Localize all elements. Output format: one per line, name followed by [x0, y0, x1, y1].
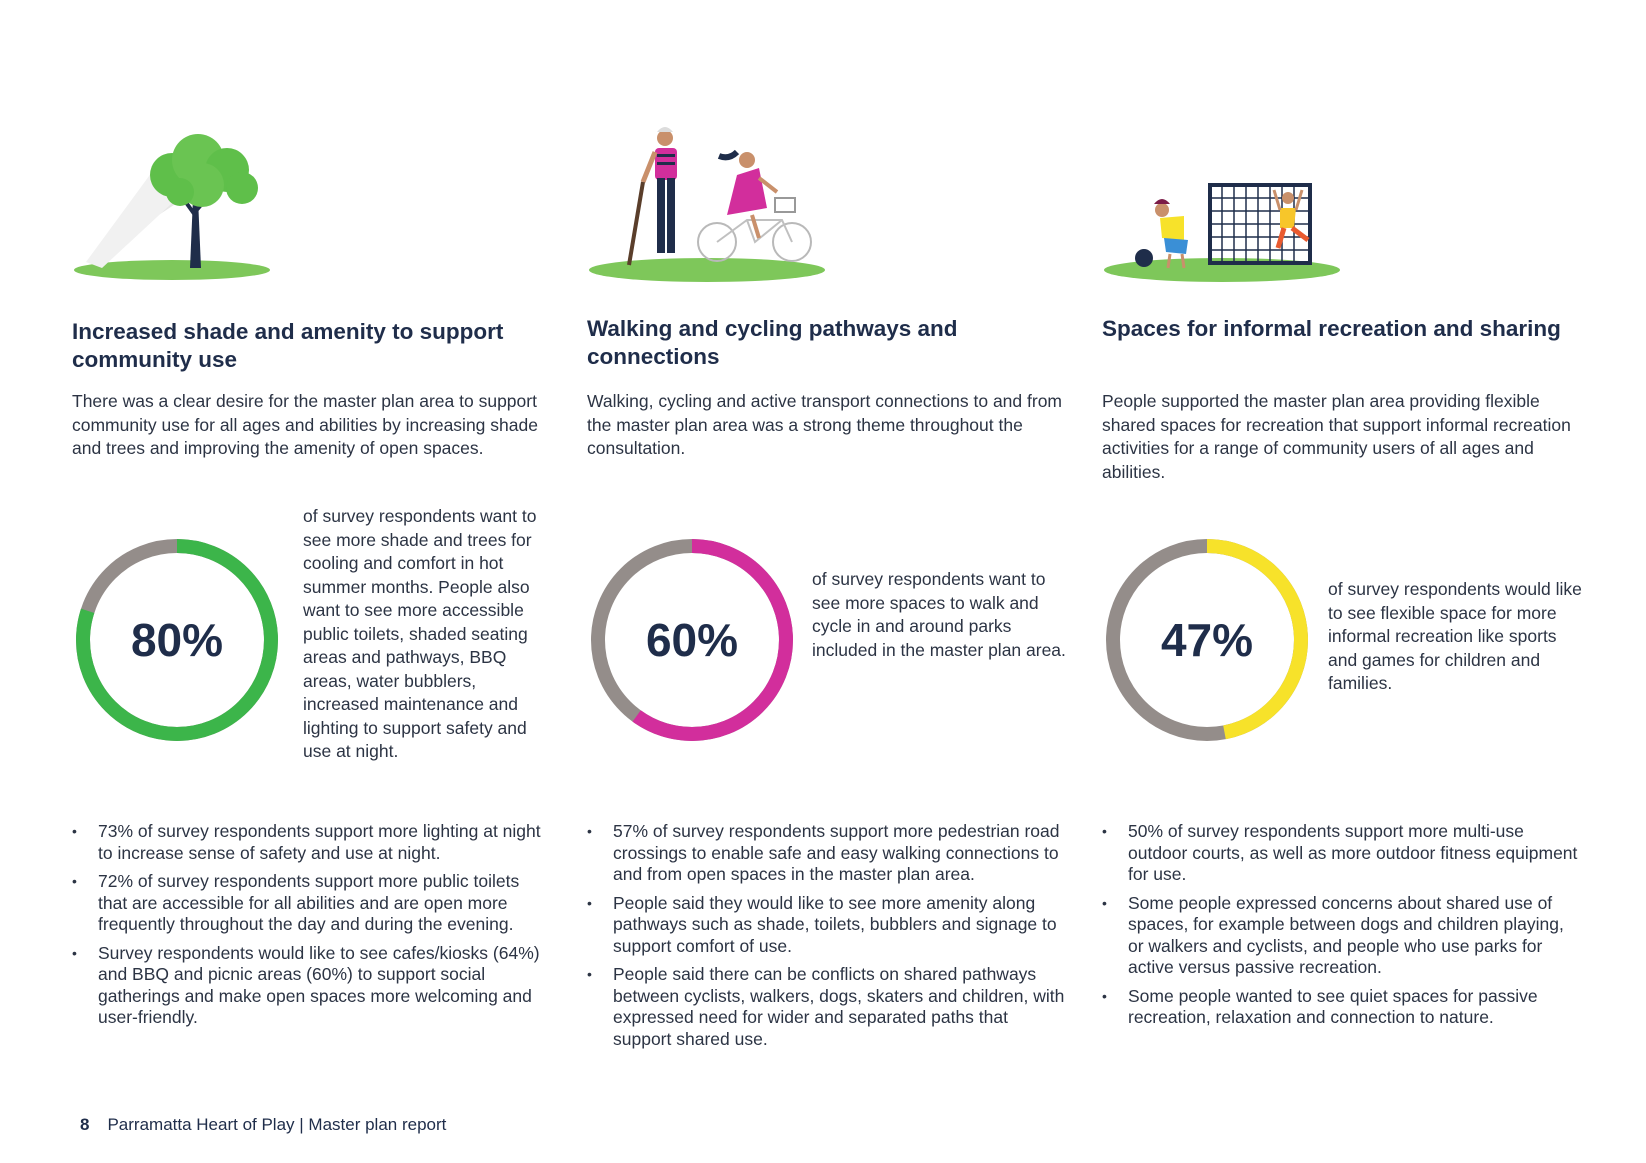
- page-number: 8: [80, 1115, 90, 1134]
- theme-intro: Walking, cycling and active transport co…: [587, 391, 1063, 458]
- tree-shade-icon: [72, 120, 332, 285]
- theme-heading: Spaces for informal recreation and shari…: [1102, 316, 1561, 341]
- list-item: • People said they would like to see more…: [587, 892, 1057, 956]
- children-playing-icon: [1102, 120, 1362, 285]
- theme-column-shade: Increased shade and amenity to support c…: [72, 0, 552, 1163]
- theme-column-informal-recreation: Spaces for informal recreation and shari…: [1102, 0, 1582, 1163]
- stat-description: of survey respondents want to see more s…: [303, 506, 537, 761]
- bullet-list: • 73% of survey respondents support more …: [72, 821, 552, 1036]
- bullet-list: • 57% of survey respondents support more …: [587, 821, 1067, 1057]
- stat-percent: 60%: [645, 614, 739, 666]
- stat-ring-60: 60%: [587, 535, 797, 745]
- theme-intro: There was a clear desire for the master …: [72, 391, 538, 458]
- list-item: • 50% of survey respondents support more …: [1102, 821, 1578, 884]
- ring-value-arc: [1106, 539, 1308, 741]
- donut-chart: [76, 539, 278, 741]
- list-item: • Some people expressed concerns about sh…: [1102, 892, 1564, 978]
- theme-heading: Walking and cycling pathways and connect…: [587, 316, 958, 369]
- stat-percent: 47%: [1160, 614, 1254, 666]
- list-item: • Some people wanted to see quiet spaces …: [1102, 985, 1538, 1028]
- donut-chart: [1106, 539, 1308, 741]
- report-title: Parramatta Heart of Play | Master plan r…: [107, 1115, 447, 1134]
- ring-value-arc: [76, 539, 278, 741]
- list-item: • People said there can be conflicts on s…: [587, 964, 1065, 1049]
- theme-heading: Increased shade and amenity to support c…: [72, 319, 504, 372]
- theme-intro: People supported the master plan area pr…: [1102, 391, 1571, 482]
- list-item: • 73% of survey respondents support more …: [72, 821, 541, 863]
- stat-percent: 80%: [130, 614, 224, 666]
- donut-chart: [591, 539, 793, 741]
- ring-value-arc: [591, 539, 793, 741]
- list-item: • Survey respondents would like to see ca…: [72, 942, 540, 1028]
- stat-ring-80: 80%: [72, 535, 282, 745]
- list-item: • 72% of survey respondents support more …: [72, 871, 520, 934]
- page-footer: 8 Parramatta Heart of Play | Master plan …: [80, 1115, 446, 1135]
- stat-description: of survey respondents want to see more s…: [812, 569, 1066, 660]
- stat-ring-47: 47%: [1102, 535, 1312, 745]
- list-item: • 57% of survey respondents support more …: [587, 821, 1060, 884]
- bullet-list: • 50% of survey respondents support more …: [1102, 821, 1582, 1036]
- theme-column-walking-cycling: Walking and cycling pathways and connect…: [587, 0, 1067, 1163]
- stat-description: of survey respondents would like to see …: [1328, 579, 1582, 693]
- walker-cyclist-icon: [587, 120, 847, 285]
